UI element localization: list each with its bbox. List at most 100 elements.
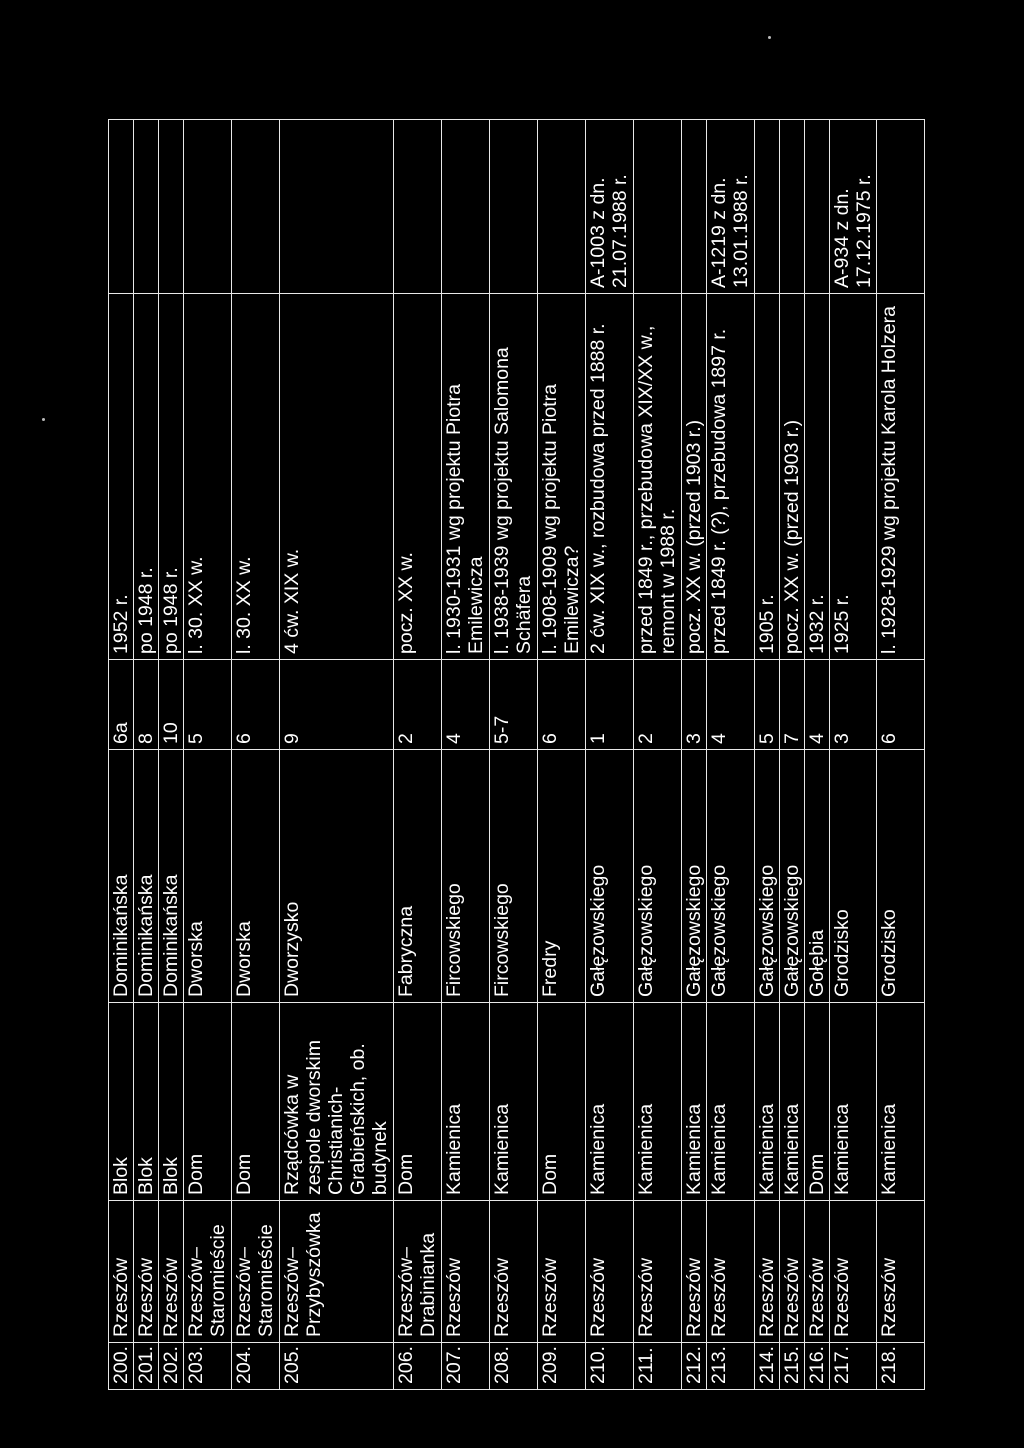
object-type-cell: Kamienica xyxy=(681,1002,707,1201)
house-number-cell: 4 xyxy=(706,659,755,750)
street-cell: Fredry xyxy=(537,749,586,1003)
street-cell: Gołębia xyxy=(804,749,830,1003)
table-row: 202. Rzeszów Blok Dominikańska 10 po 1948 r. xyxy=(158,119,184,1390)
table-row: 203. Rzeszów– Staromieście Dom Dworska 5 l. 3… xyxy=(183,119,232,1390)
rotated-page: 200. Rzeszów Blok Dominikańska 6a 1952 r. 201.… xyxy=(108,119,925,1390)
table-row: 207. Rzeszów Kamienica Fircowskiego 4 l. 1930… xyxy=(441,119,490,1390)
table-row: 213. Rzeszów Kamienica Gałęzowskiego 4 przed … xyxy=(706,119,755,1390)
dating-cell: l. 1930-1931 wg projektu Piotra Emilewic… xyxy=(441,293,490,660)
register-entry-cell xyxy=(804,119,830,294)
register-entry-cell xyxy=(681,119,707,294)
object-type-cell: Blok xyxy=(133,1002,159,1201)
house-number-cell: 6 xyxy=(537,659,586,750)
row-number: 210. xyxy=(585,1342,634,1390)
house-number-cell: 2 xyxy=(633,659,682,750)
locality-cell: Rzeszów xyxy=(829,1200,877,1343)
street-cell: Fabryczna xyxy=(393,749,442,1003)
house-number-cell: 3 xyxy=(681,659,707,750)
table-row: 216. Rzeszów Dom Gołębia 4 1932 r. xyxy=(804,119,830,1390)
register-entry-cell xyxy=(489,119,538,294)
locality-cell: Rzeszów xyxy=(681,1200,707,1343)
object-type-cell: Blok xyxy=(108,1002,134,1201)
register-entry-cell xyxy=(158,119,184,294)
object-type-cell: Kamienica xyxy=(754,1002,780,1201)
row-number: 200. xyxy=(108,1342,134,1390)
register-entry-cell xyxy=(779,119,805,294)
object-type-cell: Kamienica xyxy=(585,1002,634,1201)
table-row: 208. Rzeszów Kamienica Fircowskiego 5-7 l. 19… xyxy=(489,119,538,1390)
object-type-cell: Kamienica xyxy=(633,1002,682,1201)
row-number: 202. xyxy=(158,1342,184,1390)
house-number-cell: 5 xyxy=(183,659,232,750)
object-type-cell: Dom xyxy=(537,1002,586,1201)
street-cell: Fircowskiego xyxy=(441,749,490,1003)
house-number-cell: 5 xyxy=(754,659,780,750)
house-number-cell: 5-7 xyxy=(489,659,538,750)
house-number-cell: 9 xyxy=(279,659,394,750)
register-entry-cell xyxy=(537,119,586,294)
locality-cell: Rzeszów xyxy=(804,1200,830,1343)
register-entry-cell: A-934 z dn. 17.12.1975 r. xyxy=(829,119,877,294)
table-body: 200. Rzeszów Blok Dominikańska 6a 1952 r. 201.… xyxy=(108,119,925,1390)
register-entry-cell xyxy=(754,119,780,294)
dating-cell: pocz. XX w. xyxy=(393,293,442,660)
house-number-cell: 7 xyxy=(779,659,805,750)
row-number: 206. xyxy=(393,1342,442,1390)
scan-speck xyxy=(42,418,45,421)
house-number-cell: 3 xyxy=(829,659,877,750)
table-row: 215. Rzeszów Kamienica Gałęzowskiego 7 pocz. … xyxy=(779,119,805,1390)
dating-cell: pocz. XX w. (przed 1903 r.) xyxy=(681,293,707,660)
street-cell: Grodzisko xyxy=(876,749,925,1003)
street-cell: Gałęzowskiego xyxy=(585,749,634,1003)
register-entry-cell xyxy=(633,119,682,294)
row-number: 218. xyxy=(876,1342,925,1390)
row-number: 203. xyxy=(183,1342,232,1390)
locality-cell: Rzeszów– Drabinianka xyxy=(393,1200,442,1343)
locality-cell: Rzeszów xyxy=(633,1200,682,1343)
row-number: 217. xyxy=(829,1342,877,1390)
object-type-cell: Kamienica xyxy=(876,1002,925,1201)
row-number: 208. xyxy=(489,1342,538,1390)
table-row: 218. Rzeszów Kamienica Grodzisko 6 l. 1928-19… xyxy=(876,119,925,1390)
scan-speck xyxy=(768,36,771,39)
row-number: 207. xyxy=(441,1342,490,1390)
object-type-cell: Kamienica xyxy=(706,1002,755,1201)
dating-cell: po 1948 r. xyxy=(133,293,159,660)
register-entry-cell xyxy=(393,119,442,294)
house-number-cell: 2 xyxy=(393,659,442,750)
row-number: 215. xyxy=(779,1342,805,1390)
object-type-cell: Dom xyxy=(183,1002,232,1201)
dating-cell: 1925 r. xyxy=(829,293,877,660)
table-row: 206. Rzeszów– Drabinianka Dom Fabryczna 2 poc… xyxy=(393,119,442,1390)
house-number-cell: 8 xyxy=(133,659,159,750)
dating-cell: pocz. XX w. (przed 1903 r.) xyxy=(779,293,805,660)
dating-cell: l. 30. XX w. xyxy=(231,293,280,660)
locality-cell: Rzeszów xyxy=(158,1200,184,1343)
locality-cell: Rzeszów xyxy=(706,1200,755,1343)
register-entry-cell xyxy=(876,119,925,294)
house-number-cell: 1 xyxy=(585,659,634,750)
locality-cell: Rzeszów– Staromieście xyxy=(183,1200,232,1343)
table-row: 217. Rzeszów Kamienica Grodzisko 3 1925 r. A-9… xyxy=(829,119,877,1390)
house-number-cell: 6 xyxy=(876,659,925,750)
row-number: 204. xyxy=(231,1342,280,1390)
street-cell: Dominikańska xyxy=(158,749,184,1003)
house-number-cell: 10 xyxy=(158,659,184,750)
row-number: 216. xyxy=(804,1342,830,1390)
object-type-cell: Kamienica xyxy=(441,1002,490,1201)
table-row: 211. Rzeszów Kamienica Gałęzowskiego 2 przed … xyxy=(633,119,682,1390)
locality-cell: Rzeszów xyxy=(876,1200,925,1343)
street-cell: Dworska xyxy=(231,749,280,1003)
street-cell: Gałęzowskiego xyxy=(681,749,707,1003)
dating-cell: 1932 r. xyxy=(804,293,830,660)
dating-cell: przed 1849 r. (?), przebudowa 1897 r. xyxy=(706,293,755,660)
object-type-cell: Dom xyxy=(804,1002,830,1201)
locality-cell: Rzeszów xyxy=(585,1200,634,1343)
register-entry-cell xyxy=(441,119,490,294)
street-cell: Gałęzowskiego xyxy=(633,749,682,1003)
register-entry-cell: A-1219 z dn. 13.01.1988 r. xyxy=(706,119,755,294)
locality-cell: Rzeszów xyxy=(537,1200,586,1343)
locality-cell: Rzeszów xyxy=(754,1200,780,1343)
dating-cell: 1952 r. xyxy=(108,293,134,660)
monument-register-table: 200. Rzeszów Blok Dominikańska 6a 1952 r. 201.… xyxy=(108,119,925,1390)
